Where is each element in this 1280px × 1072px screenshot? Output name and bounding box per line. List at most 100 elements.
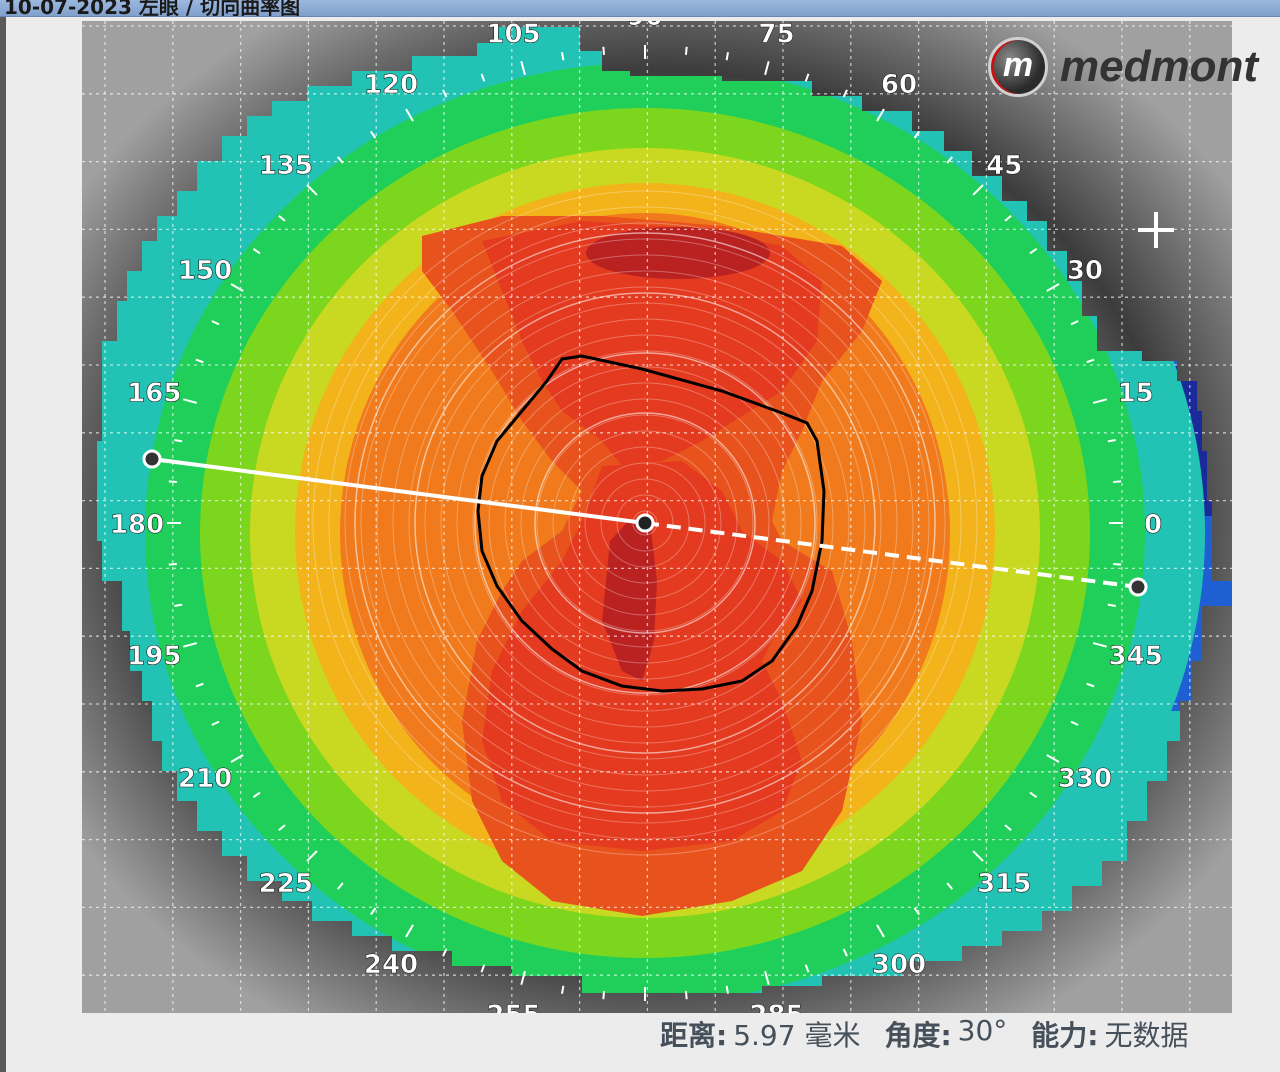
angle-tick [876,924,885,938]
measure-handle-right[interactable] [1128,577,1148,597]
distance-ring-major [534,412,756,634]
angle-label-285: 285 [749,1001,803,1013]
distance-label: 距离: [660,1019,728,1052]
angle-tick [1107,439,1116,443]
angle-tick [520,970,526,985]
angle-tick [1070,320,1079,326]
angle-label-0: 0 [1144,510,1162,540]
angle-tick [195,682,204,688]
angle-tick [278,824,286,832]
angle-label-240: 240 [364,950,418,980]
angle-tick [1086,358,1095,364]
angle-tick [764,970,770,985]
distance-ring [600,478,690,568]
distance-ring [456,334,834,712]
measure-line-dashed[interactable] [644,521,1139,589]
power-label: 能力: [1031,1019,1099,1052]
angle-label-120: 120 [364,70,418,100]
angle-label-330: 330 [1058,764,1112,794]
angle-tick [602,991,606,1000]
zone-dark-red-center [602,519,657,681]
measure-line-solid[interactable] [151,457,646,525]
topography-svg[interactable]: 0 15 30 45 60 75 90 105 120 135 150 165 180 195 210 225… [82,21,1232,1013]
angle-label-210: 210 [178,764,232,794]
angle-tick [684,991,688,1000]
right-border [1262,17,1280,1072]
angle-label-300: 300 [872,950,926,980]
angle-tick [1092,642,1107,648]
angle-label-30: 30 [1067,256,1103,286]
distance-ring-major [414,292,876,754]
angle-tick [480,73,486,82]
angle-tick [306,184,318,196]
angle-tick [764,61,770,76]
angle-tick [1004,214,1012,222]
angle-label-225: 225 [259,869,313,899]
window-title: 10-07-2023 左眼 / 切向曲率图 [4,0,301,17]
topography-map[interactable]: 0 15 30 45 60 75 90 105 120 135 150 165 180 195 210 225… [82,21,1232,1013]
angle-tick [336,882,344,890]
angle-label-75: 75 [758,21,794,49]
pupil-outline [476,354,826,693]
distance-ring [360,238,930,808]
distance-ring [536,414,754,632]
distance-ring [520,398,770,648]
angle-tick [230,283,244,292]
status-distance: 距离: 5.97 毫米 [660,1014,860,1054]
angle-tick [842,948,848,957]
curvature-zones [97,27,1232,993]
angle-tick [370,130,377,139]
distance-rings [312,190,978,856]
center-handle[interactable] [635,513,655,533]
angle-tick [168,480,177,484]
angle-label-105: 105 [486,21,540,49]
angle-tick [972,184,984,196]
angle-tick [913,130,920,139]
distance-ring [328,206,962,840]
angle-tick [370,907,377,916]
angle-tick [804,73,810,82]
angle-tick [183,398,198,404]
distance-ring [504,382,786,664]
angle-tick [442,948,448,957]
angle-label-135: 135 [259,151,313,181]
window-title-bar: 10-07-2023 左眼 / 切向曲率图 [0,0,1280,17]
angle-label-60: 60 [881,70,917,100]
medmont-logo-text: medmont [1060,42,1258,91]
distance-ring [584,462,706,584]
angle-tick [1046,754,1060,763]
power-value: 无数据 [1104,1019,1189,1052]
angle-tick [252,791,261,798]
angle-tick [211,320,220,326]
angle-tick [278,214,286,222]
angle-label-165: 165 [127,379,181,409]
angle-tick [972,850,984,862]
angle-value: 30° [957,1014,1008,1047]
distance-ring [424,302,866,744]
zone-dark-red-top [586,227,770,279]
grid-lines [82,21,1232,1013]
angle-tick [725,985,729,994]
angle-label: 角度: [884,1019,952,1052]
zone-red-upper [482,221,822,466]
angle-tick [230,754,244,763]
angle-tick [405,108,414,122]
distance-ring [616,494,674,552]
angle-tick [804,964,810,973]
angle-tick [1029,248,1038,255]
angle-tick [336,156,344,164]
distance-ring [376,254,914,792]
angle-tick [1092,398,1107,404]
measure-handle-left[interactable] [142,449,162,469]
status-angle: 角度: 30° [884,1014,1007,1054]
angle-tick [1107,603,1116,607]
angle-tick [946,882,954,890]
angle-label-180: 180 [110,510,164,540]
angle-label-90: 90 [627,21,663,32]
angle-label-45: 45 [986,151,1022,181]
angle-label-315: 315 [977,869,1031,899]
angle-tick [1113,562,1122,566]
distance-ring [440,318,850,728]
angle-tick [602,46,606,55]
angle-tick [174,603,183,607]
